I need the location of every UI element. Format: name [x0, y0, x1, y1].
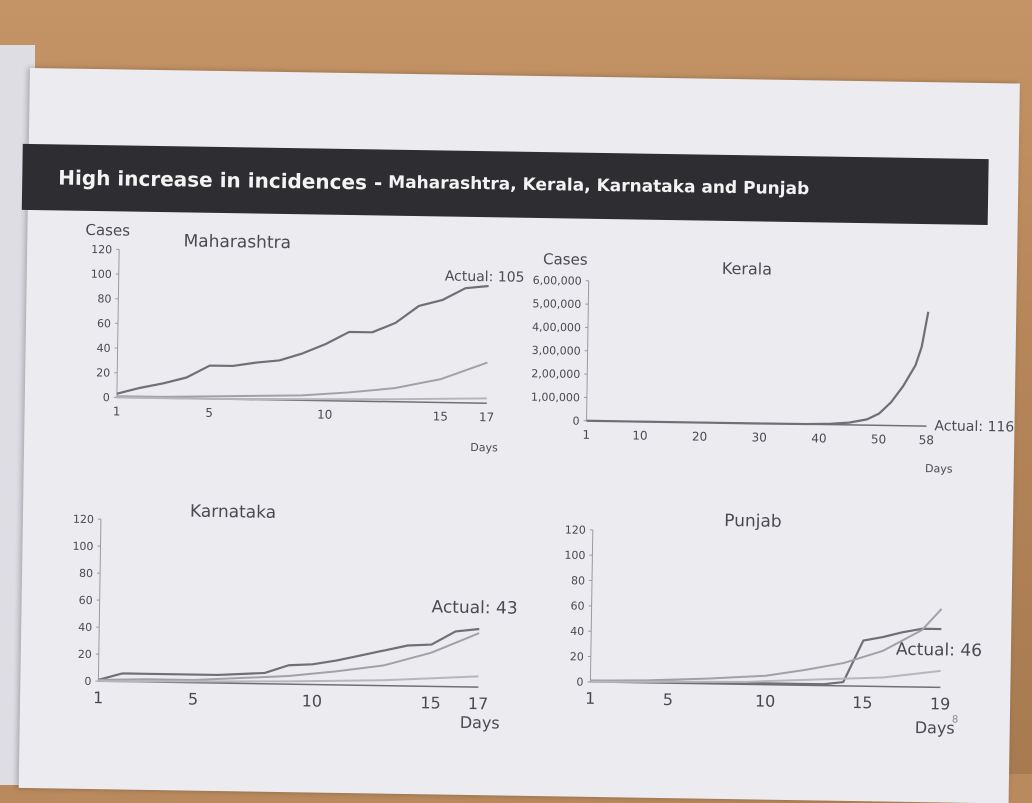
y-tick-label: 0	[103, 391, 110, 404]
x-tick-label: 17	[479, 410, 494, 424]
chart-title: Karnataka	[190, 502, 277, 523]
x-tick-label: 58	[919, 433, 934, 447]
y-axis-label: Cases	[85, 221, 130, 240]
y-tick-label: 20	[96, 366, 110, 379]
x-tick-label: 10	[302, 691, 323, 710]
chart-title: Kerala	[722, 259, 772, 279]
y-tick-label: 0	[576, 676, 583, 689]
y-tick-label: 60	[97, 317, 111, 330]
banner-title: High increase in incidences -	[58, 165, 382, 194]
actual-annotation: Actual: 46	[896, 640, 982, 661]
y-tick-label: 6,00,000	[533, 274, 582, 288]
y-tick-label: 0	[572, 415, 579, 428]
title-banner: High increase in incidences - Maharashtr…	[22, 144, 989, 225]
y-tick-label: 20	[570, 650, 584, 663]
y-tick-label: 2,00,000	[531, 367, 580, 381]
x-tick-label: 50	[871, 432, 886, 446]
y-tick-label: 4,00,000	[532, 321, 581, 335]
banner-subtitle: Maharashtra, Kerala, Karnataka and Punja…	[388, 173, 809, 200]
x-tick-label: 19	[930, 694, 951, 713]
y-tick-label: 120	[565, 523, 586, 536]
y-tick-label: 1,00,000	[531, 391, 580, 405]
x-tick-label: 1	[585, 689, 595, 708]
chart-title: Maharashtra	[183, 231, 291, 253]
actual-annotation: Actual: 43	[431, 597, 517, 618]
y-tick-label: 100	[564, 549, 585, 562]
chart-kerala: 0 1,00,000 2,00,000 3,00,000 4,00,000 5,00,00…	[504, 236, 988, 474]
x-tick-label: 5	[188, 690, 198, 709]
y-tick-label: 100	[72, 540, 93, 553]
y-tick-label: 3,00,000	[532, 344, 581, 358]
series-line-2	[590, 603, 941, 686]
actual-annotation: Actual: 116	[934, 418, 1014, 435]
x-tick-label: 5	[663, 690, 673, 709]
x-tick-label: 30	[752, 430, 767, 444]
x-tick-label: 1	[113, 404, 121, 418]
slide-page: High increase in incidences - Maharashtr…	[19, 68, 1020, 803]
x-tick-label: 15	[433, 409, 448, 423]
x-tick-label: 40	[811, 431, 826, 445]
y-tick-label: 20	[78, 648, 92, 661]
x-tick-label: 17	[468, 694, 489, 713]
y-tick-label: 80	[97, 292, 111, 305]
y-tick-label: 40	[78, 621, 92, 634]
y-tick-label: 100	[91, 268, 112, 281]
series-line-2	[98, 627, 479, 686]
y-tick-label: 40	[570, 625, 584, 638]
x-tick-label: 20	[692, 429, 707, 443]
x-tick-label: 1	[582, 428, 590, 442]
series-line-1	[587, 306, 929, 426]
page-number: 8	[952, 715, 959, 726]
y-axis-label: Cases	[543, 250, 588, 269]
x-tick-label: 15	[420, 693, 441, 712]
y-tick-label: 40	[97, 342, 111, 355]
x-axis-label: Days	[915, 718, 955, 738]
x-tick-label: 15	[852, 693, 873, 712]
x-tick-label: 10	[632, 429, 647, 443]
y-tick-label: 120	[73, 513, 94, 526]
y-tick-label: 120	[91, 243, 112, 256]
y-tick-label: 60	[571, 600, 585, 613]
chart-title: Punjab	[724, 511, 782, 532]
y-tick-label: 80	[571, 574, 585, 587]
x-tick-label: 1	[93, 688, 103, 707]
x-tick-label: 10	[317, 408, 332, 422]
y-tick-label: 0	[84, 675, 91, 688]
y-tick-label: 80	[79, 567, 93, 580]
x-axis-label: Days	[460, 713, 500, 733]
y-tick-label: 60	[79, 594, 93, 607]
series-line-2	[117, 357, 488, 402]
y-tick-label: 5,00,000	[532, 297, 581, 311]
x-tick-label: 10	[755, 691, 776, 710]
x-tick-label: 5	[205, 406, 213, 420]
